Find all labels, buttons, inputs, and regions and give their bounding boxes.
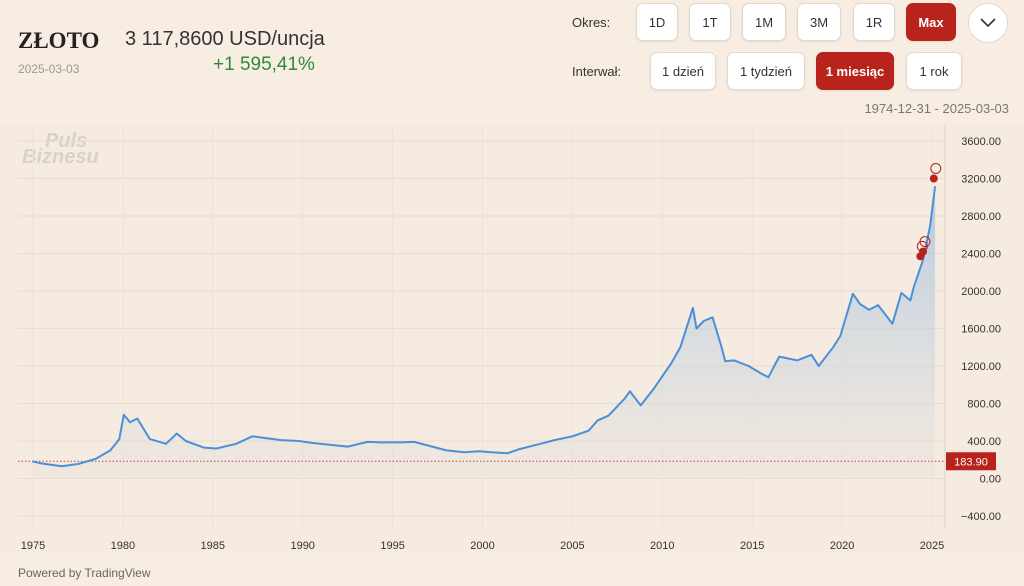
x-tick-label: 2015	[740, 540, 764, 552]
y-tick-label: 2800.00	[961, 211, 1001, 223]
okres-button-3m[interactable]: 3M	[797, 3, 841, 41]
y-tick-label: −400.00	[961, 511, 1001, 523]
y-tick-label: 3600.00	[961, 136, 1001, 148]
baseline-value-tag	[946, 452, 996, 471]
y-tick-label: 400.00	[967, 436, 1001, 448]
series-line[interactable]	[31, 186, 937, 468]
instrument-title: ZŁOTO	[18, 28, 100, 53]
svg-text:Biznesu: Biznesu	[22, 146, 99, 168]
y-tick-label: 800.00	[967, 399, 1001, 411]
expand-button[interactable]	[968, 3, 1008, 43]
okres-button-1m[interactable]: 1M	[742, 3, 786, 41]
interwal-label: Interwał:	[572, 64, 622, 79]
y-tick-label: 3200.00	[961, 174, 1001, 186]
puls-biznesu-logo: Puls Biznesu	[22, 130, 99, 168]
price-date: 2025-03-03	[18, 62, 80, 76]
x-tick-label: 1995	[380, 540, 404, 552]
okres-button-1d[interactable]: 1D	[636, 3, 678, 41]
okres-label: Okres:	[572, 15, 611, 30]
interwal-button-1-tydzień[interactable]: 1 tydzień	[727, 52, 805, 90]
x-tick-label: 2010	[650, 540, 674, 552]
interwal-button-1-miesiąc[interactable]: 1 miesiąc	[816, 52, 894, 90]
x-tick-label: 2020	[830, 540, 854, 552]
baseline-value-label: 183.90	[954, 456, 988, 468]
chevron-down-icon	[980, 18, 996, 28]
event-marker[interactable]	[919, 247, 928, 256]
y-tick-label: 2400.00	[961, 249, 1001, 261]
series-area	[32, 186, 936, 479]
powered-by-tradingview[interactable]: Powered by TradingView	[18, 566, 151, 580]
y-tick-label: 1200.00	[961, 361, 1001, 373]
x-tick-label: 1980	[111, 540, 135, 552]
chart-area[interactable]: Puls Biznesu −400.00 0.00 400.00 800.00 1200…	[0, 125, 1024, 558]
x-tick-label: 1985	[201, 540, 225, 552]
okres-button-max[interactable]: Max	[906, 3, 956, 41]
okres-button-1t[interactable]: 1T	[689, 3, 731, 41]
interwal-button-1-dzień[interactable]: 1 dzień	[650, 52, 716, 90]
x-tick-label: 2025	[920, 540, 944, 552]
gold-price-chart[interactable]: Puls Biznesu −400.00 0.00 400.00 800.00 1200…	[0, 125, 1024, 558]
interwal-button-1-rok[interactable]: 1 rok	[906, 52, 962, 90]
x-tick-label: 2005	[560, 540, 584, 552]
x-tick-label: 2000	[470, 540, 494, 552]
price-change: +1 595,41%	[213, 54, 315, 75]
y-tick-label: 2000.00	[961, 286, 1001, 298]
event-marker[interactable]	[929, 174, 938, 183]
x-tick-label: 1990	[290, 540, 314, 552]
x-tick-label: 1975	[21, 540, 45, 552]
event-marker-badge[interactable]	[919, 236, 931, 248]
event-marker-badge[interactable]	[930, 163, 942, 174]
date-range: 1974-12-31 - 2025-03-03	[864, 101, 1009, 116]
y-tick-label: 1600.00	[961, 324, 1001, 336]
current-price: 3 117,8600 USD/uncja	[125, 28, 325, 50]
okres-button-1r[interactable]: 1R	[853, 3, 895, 41]
y-tick-label: 0.00	[980, 474, 1001, 486]
